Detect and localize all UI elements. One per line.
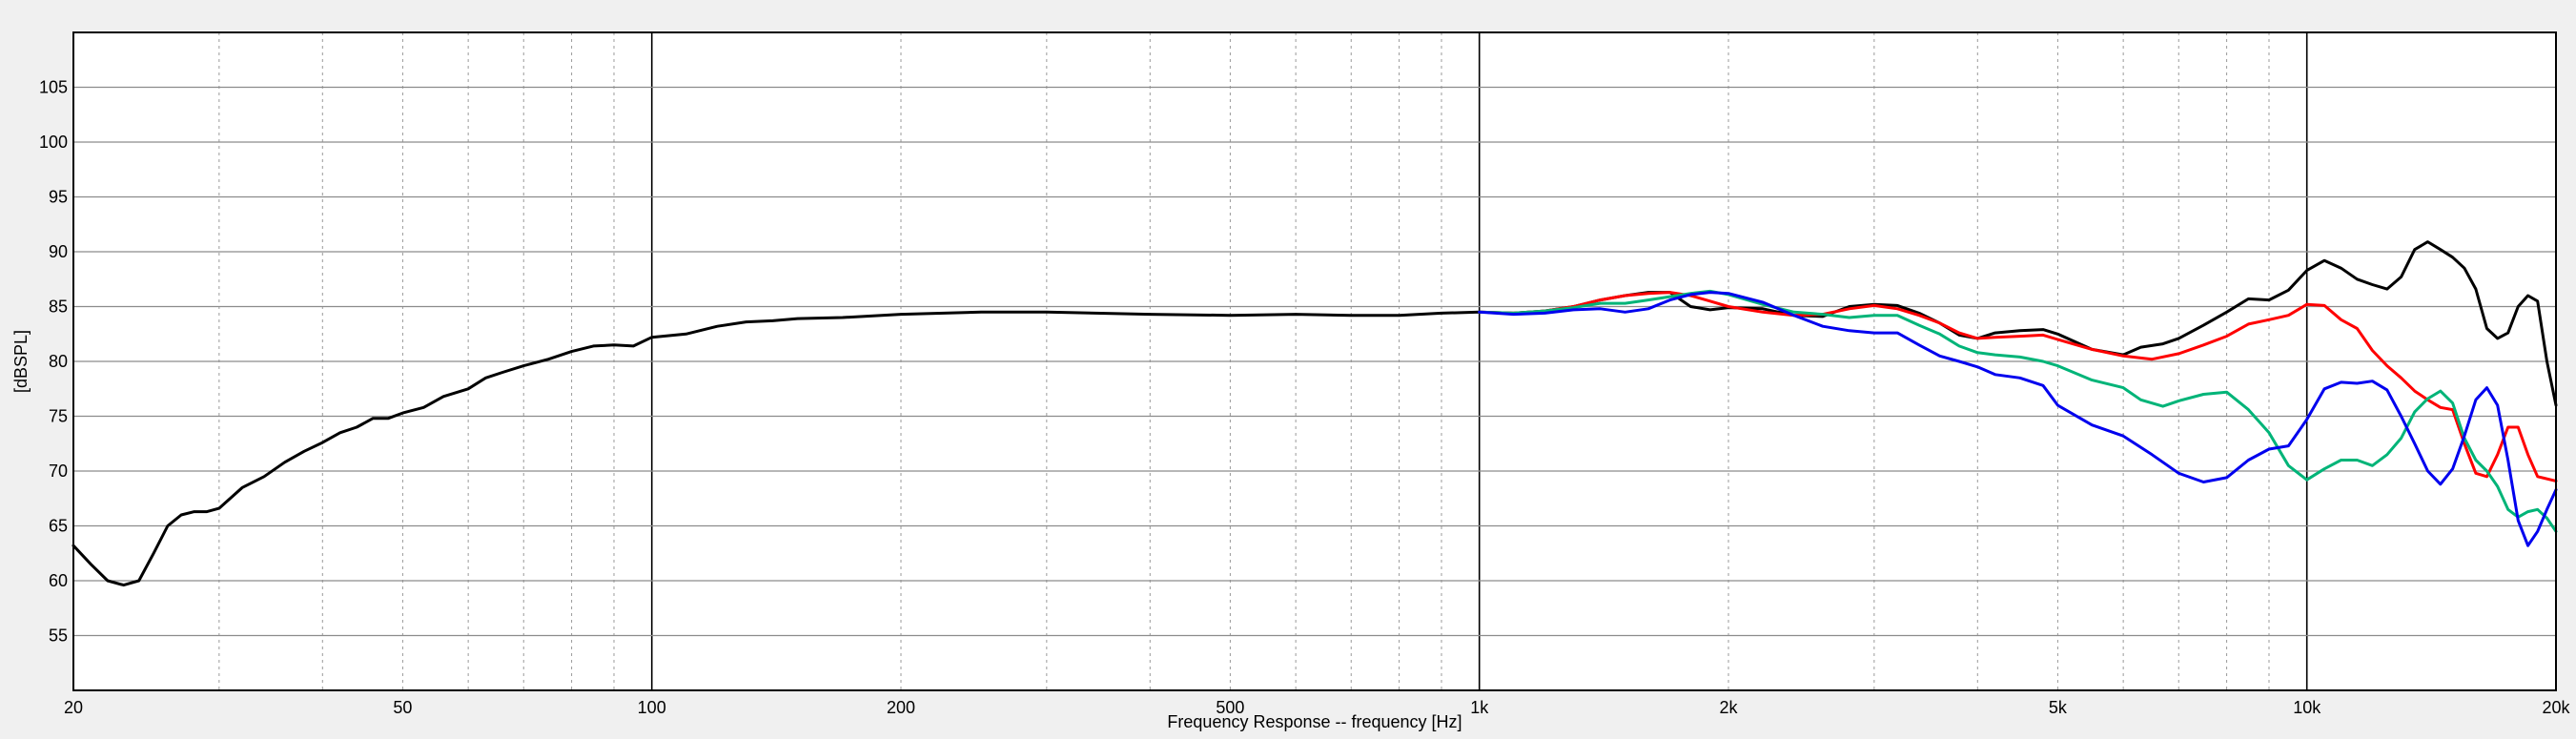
x-tick-label: 100 — [638, 698, 666, 717]
y-axis-title: [dBSPL] — [11, 330, 31, 393]
y-tick-label: 80 — [49, 352, 68, 371]
series-line-4 — [1478, 291, 2558, 547]
series-layer — [72, 240, 2558, 587]
x-tick-label: 2k — [1719, 698, 1738, 717]
y-tick-label: 105 — [39, 78, 68, 97]
x-tick-label: 200 — [887, 698, 915, 717]
y-tick-label: 75 — [49, 407, 68, 426]
y-tick-label: 100 — [39, 133, 68, 152]
x-tick-label: 1k — [1470, 698, 1489, 717]
y-tick-label: 55 — [49, 626, 68, 646]
x-axis-title: Frequency Response -- frequency [Hz] — [1167, 712, 1462, 731]
y-tick-label: 70 — [49, 462, 68, 481]
x-tick-label: 500 — [1216, 698, 1244, 717]
major-grid — [73, 32, 2556, 690]
y-tick-label: 95 — [49, 188, 68, 207]
y-tick-label: 60 — [49, 571, 68, 590]
plot-frame — [72, 31, 2557, 691]
x-tick-label: 20 — [64, 698, 83, 717]
x-tick-labels: 20 50 100 200 500 1k 2k 5k 10k 20k — [64, 698, 2571, 717]
series-line-2 — [1478, 291, 2558, 482]
y-tick-label: 90 — [49, 242, 68, 261]
x-tick-label: 5k — [2049, 698, 2068, 717]
x-tick-label: 50 — [393, 698, 412, 717]
y-tick-label: 65 — [49, 517, 68, 536]
x-tick-label: 20k — [2542, 698, 2570, 717]
y-tick-label: 85 — [49, 298, 68, 317]
y-tick-labels: 55 60 65 70 75 80 85 90 95 100 105 — [39, 78, 68, 646]
x-tick-label: 10k — [2293, 698, 2321, 717]
